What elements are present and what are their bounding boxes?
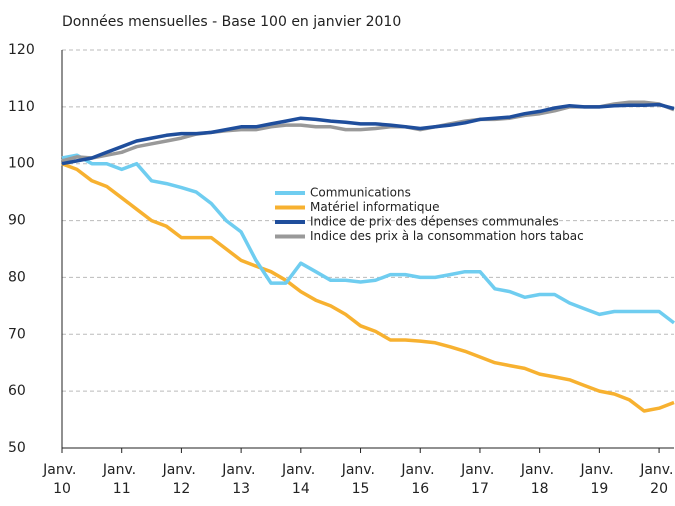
x-tick-label: Janv. 10 bbox=[42, 462, 81, 497]
x-tick-label: Janv. 19 bbox=[580, 462, 619, 497]
x-tick-label: Janv. 12 bbox=[162, 462, 201, 497]
x-tick-label: Janv. 15 bbox=[341, 462, 380, 497]
y-tick-label: 100 bbox=[8, 156, 35, 172]
y-tick-label: 60 bbox=[8, 383, 26, 399]
x-tick-label: Janv. 17 bbox=[460, 462, 499, 497]
chart-title: Données mensuelles - Base 100 en janvier… bbox=[62, 14, 401, 30]
legend-label: Matériel informatique bbox=[310, 200, 440, 214]
y-tick-label: 120 bbox=[8, 42, 35, 58]
y-tick-label: 70 bbox=[8, 326, 26, 342]
y-tick-label: 50 bbox=[8, 440, 26, 456]
legend-label: Communications bbox=[310, 186, 411, 200]
series-line bbox=[61, 153, 675, 325]
y-tick-label: 110 bbox=[8, 99, 35, 115]
series-line bbox=[61, 102, 675, 166]
x-tick-label: Janv. 16 bbox=[400, 462, 439, 497]
y-tick-label: 80 bbox=[8, 269, 26, 285]
legend-label: Indice de prix des dépenses communales bbox=[310, 215, 559, 229]
x-tick-label: Janv. 13 bbox=[221, 462, 260, 497]
legend-label: Indice des prix à la consommation hors t… bbox=[310, 229, 584, 243]
x-tick-label: Janv. 20 bbox=[639, 462, 675, 497]
x-tick-label: Janv. 14 bbox=[281, 462, 320, 497]
series-line bbox=[61, 100, 675, 163]
x-tick-label: Janv. 11 bbox=[102, 462, 141, 497]
y-tick-label: 90 bbox=[8, 213, 26, 229]
series-line bbox=[61, 162, 675, 413]
x-tick-label: Janv. 18 bbox=[520, 462, 559, 497]
